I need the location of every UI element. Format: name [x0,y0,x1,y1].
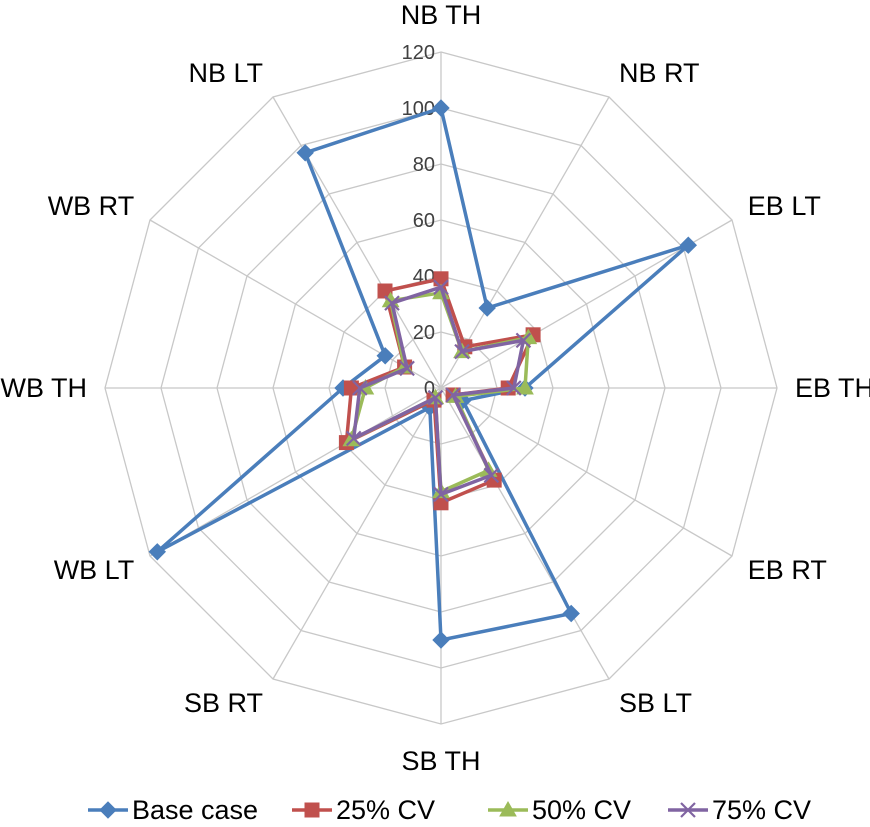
data-point-marker [432,631,450,649]
data-point-marker [445,387,461,403]
category-label: NB LT [188,58,263,88]
category-label: EB TH [795,373,870,403]
category-label: WB RT [48,191,135,221]
series-75-cv [345,279,532,503]
category-label: SB LT [619,688,692,718]
data-point-marker [399,360,415,377]
grid-spoke [272,387,442,680]
data-point-marker [679,236,698,254]
data-point-marker [515,332,532,349]
tick-label: 120 [402,42,435,64]
data-point-marker [433,279,449,295]
category-label: SB TH [401,746,480,776]
tick-label: 80 [413,154,435,176]
data-point-marker [562,604,580,623]
category-labels: NB TH NB RT EB LT EB TH EB RT SB LT SB TH SB RT… [1,0,870,776]
category-label: WB TH [1,373,88,403]
grid-spoke [149,219,442,389]
legend-label: 75% CV [712,795,811,825]
legend-entry: 25% CV [292,795,435,825]
tick-label: 60 [413,210,435,232]
category-label: WB LT [54,555,135,585]
series-line [155,106,691,642]
data-point-marker [454,343,470,360]
category-label: NB RT [619,58,700,88]
data-point-marker [432,99,450,117]
legend-entry: Base case [88,795,258,825]
legend: Base case 25% CV 50% CV 75% CV [88,795,811,825]
series-base-case [148,99,698,649]
legend-label: 50% CV [532,795,631,825]
grid-spoke [440,387,610,680]
data-point-marker [384,295,400,311]
legend-entry: 75% CV [668,795,811,825]
tick-label: 20 [413,322,435,344]
data-point-marker [376,347,394,365]
data-point-marker [483,467,500,484]
data-point-marker [304,802,320,818]
data-point-marker [345,430,362,447]
data-point-marker [506,380,522,396]
grid-spoke [440,387,733,557]
data-point-marker [99,801,117,819]
radar-grid [104,51,778,725]
data-point-marker [680,802,696,818]
category-label: SB RT [184,688,263,718]
data-series [148,99,698,649]
category-label: EB LT [748,191,821,221]
data-point-marker [478,299,496,317]
legend-label: 25% CV [336,795,435,825]
series-line [351,285,526,497]
grid-spoke [272,96,442,389]
legend-label: Base case [132,795,258,825]
data-point-marker [499,800,517,817]
tick-label: 0 [424,378,435,400]
data-point-marker [433,486,449,503]
data-point-marker [427,389,444,406]
category-label: NB TH [401,0,482,30]
data-point-marker [296,144,314,162]
data-point-marker [148,543,167,561]
legend-entry: 50% CV [488,795,631,825]
category-label: EB RT [748,555,827,585]
data-point-marker [377,283,393,299]
data-point-marker [516,378,534,395]
data-point-marker [352,380,368,396]
